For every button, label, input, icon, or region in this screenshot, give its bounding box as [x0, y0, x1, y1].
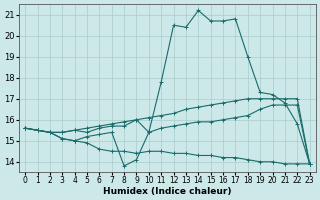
X-axis label: Humidex (Indice chaleur): Humidex (Indice chaleur) [103, 187, 232, 196]
